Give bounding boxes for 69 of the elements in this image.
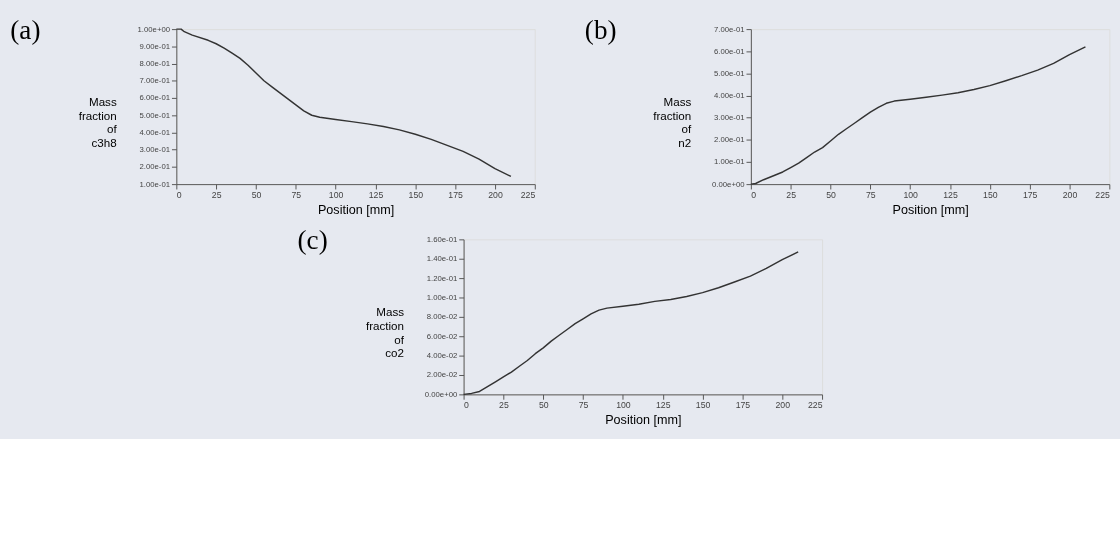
x-tick-label: 25 [499,400,509,411]
x-axis-title: Position [mm] [605,412,682,427]
chart-title: (c) [297,225,328,256]
y-tick-label: 6.00e-01 [139,93,171,103]
y-tick-label: 5.00e-01 [713,68,745,78]
y-axis-title: Mass fraction of co2 [365,305,405,360]
y-tick-label: 6.00e-02 [426,331,458,341]
chart-title: (a) [10,14,41,45]
y-tick-label: 7.00e-01 [713,24,745,34]
y-tick-label: 5.00e-01 [139,110,171,120]
x-axis-title: Position [mm] [317,202,395,217]
x-tick-label: 75 [291,190,302,201]
x-tick-label: 50 [538,400,549,411]
x-tick-label: 75 [866,190,876,201]
x-tick-label: 100 [616,400,631,411]
y-tick-label: 1.00e+00 [137,24,171,34]
y-tick-label: 8.00e-02 [426,312,458,322]
y-tick-label: 1.00e-01 [713,157,745,167]
y-tick-label: 4.00e-01 [713,90,745,100]
y-tick-label: 1.60e-01 [426,234,458,244]
line-series [462,251,799,396]
y-tick-label: 6.00e-01 [713,46,745,56]
x-tick-label: 200 [1062,190,1078,201]
x-tick-label: 125 [943,190,958,201]
y-tick-label: 4.00e-01 [139,127,171,137]
x-tick-label: 150 [695,400,711,411]
x-tick-label: 200 [488,190,503,201]
x-tick-label: 50 [826,190,837,201]
y-axis-title: Mass fraction of c3h8 [78,95,118,149]
x-tick-label: 25 [211,190,222,201]
y-tick-label: 2.00e-02 [426,370,458,380]
x-tick-label: 225 [808,400,823,411]
x-tick-label: 100 [903,190,919,201]
y-tick-label: 3.00e-01 [139,145,171,155]
x-tick-label: 200 [775,400,791,411]
x-tick-label: 125 [368,190,384,201]
x-tick-label: 0 [464,400,470,411]
y-tick-label: 1.00e-01 [426,292,458,302]
x-tick-label: 225 [520,190,536,201]
x-tick-label: 125 [655,400,671,411]
y-axis-title: Mass fraction of n2 [653,95,693,149]
x-tick-label: 150 [983,190,998,201]
y-tick-label: 3.00e-01 [713,113,745,123]
y-tick-label: 2.00e-01 [713,135,745,145]
y-tick-label: 7.00e-01 [139,76,171,86]
x-tick-label: 0 [176,190,182,201]
x-axis-title: Position [mm] [892,202,969,217]
y-tick-label: 4.00e-02 [426,351,458,361]
y-tick-label: 0.00e+00 [424,389,458,399]
y-tick-label: 1.00e-01 [139,179,171,189]
x-tick-label: 0 [751,190,757,201]
x-tick-label: 175 [1022,190,1038,201]
y-tick-label: 0.00e+00 [712,179,745,189]
x-tick-label: 175 [448,190,464,201]
x-tick-label: 100 [328,190,344,201]
y-tick-label: 1.20e-01 [426,273,458,283]
x-tick-label: 50 [251,190,262,201]
y-tick-label: 2.00e-01 [139,162,171,172]
x-tick-label: 175 [735,400,751,411]
x-tick-label: 25 [786,190,797,201]
y-tick-label: 8.00e-01 [139,58,171,68]
y-tick-label: 1.40e-01 [426,254,458,264]
x-tick-label: 225 [1095,190,1110,201]
x-tick-label: 75 [578,400,589,411]
chart-title: (b) [584,14,617,45]
line-series [175,28,512,178]
x-tick-label: 150 [408,190,424,201]
line-series [750,46,1087,185]
y-tick-label: 9.00e-01 [139,41,171,51]
